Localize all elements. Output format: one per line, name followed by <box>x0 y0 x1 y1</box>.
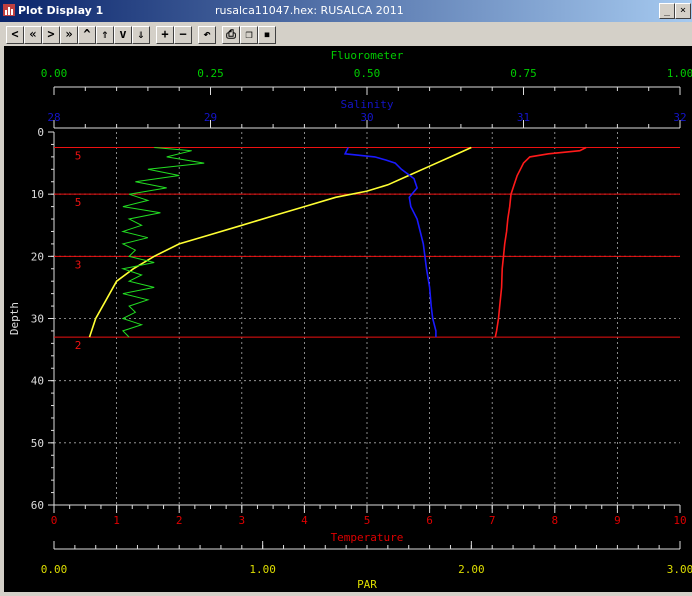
bottle-label: 3 <box>75 258 82 271</box>
temperature-tick-label: 9 <box>614 514 621 527</box>
scroll-right-button[interactable]: > <box>42 26 60 44</box>
par-tick-label: 3.00 <box>667 563 692 576</box>
fluorometer-tick-label: 0.75 <box>510 67 537 80</box>
temperature-axis-label: Temperature <box>331 531 404 544</box>
temperature-tick-label: 10 <box>673 514 686 527</box>
undo-button[interactable]: ↶ <box>198 26 216 44</box>
zoom-out-button[interactable]: − <box>174 26 192 44</box>
temperature-tick-label: 2 <box>176 514 183 527</box>
par-tick-label: 0.00 <box>41 563 68 576</box>
minimize-button[interactable]: _ <box>659 3 675 19</box>
salinity-tick-label: 30 <box>360 111 373 124</box>
fluorometer-tick-label: 0.25 <box>197 67 224 80</box>
salinity-tick-label: 31 <box>517 111 530 124</box>
fluorometer-tick-label: 0.50 <box>354 67 381 80</box>
y-tick-label: 40 <box>31 375 44 388</box>
window-title: Plot Display 1 <box>18 4 104 17</box>
y-tick-label: 50 <box>31 437 44 450</box>
par-axis-label: PAR <box>357 578 377 591</box>
y-axis-label: Depth <box>8 302 21 335</box>
scroll-left-button[interactable]: < <box>6 26 24 44</box>
salinity-tick-label: 29 <box>204 111 217 124</box>
close-button[interactable]: × <box>675 3 691 19</box>
zoom-in-button[interactable]: + <box>156 26 174 44</box>
temperature-tick-label: 0 <box>51 514 58 527</box>
temperature-tick-label: 4 <box>301 514 308 527</box>
fluorometer-profile-line <box>120 147 205 338</box>
scroll-far-up-button[interactable]: ⇑ <box>96 26 114 44</box>
par-tick-label: 2.00 <box>458 563 485 576</box>
scroll-up-button[interactable]: ^ <box>78 26 96 44</box>
temperature-tick-label: 7 <box>489 514 496 527</box>
salinity-tick-label: 32 <box>673 111 686 124</box>
app-icon <box>3 4 15 16</box>
title-bar[interactable]: Plot Display 1 rusalca11047.hex: RUSALCA… <box>0 0 692 22</box>
plot-area: 0 10 20 30 40 50 60 Depth 0.00 0.25 0.50 0.75 1.00 Fl… <box>4 46 692 592</box>
salinity-profile-line <box>343 147 437 338</box>
file-title: rusalca11047.hex: RUSALCA 2011 <box>215 4 404 17</box>
fluorometer-tick-label: 0.00 <box>41 67 68 80</box>
temperature-tick-label: 8 <box>551 514 558 527</box>
y-tick-label: 60 <box>31 499 44 512</box>
bottle-label: 2 <box>75 339 82 352</box>
print-icon-button[interactable]: ⎙ <box>222 26 240 44</box>
salinity-tick-label: 28 <box>47 111 60 124</box>
temperature-tick-label: 1 <box>113 514 120 527</box>
y-tick-label: 30 <box>31 313 44 326</box>
bottle-label: 5 <box>75 150 82 163</box>
save-icon-button[interactable]: ▪ <box>258 26 276 44</box>
toolbar: < «>» ^ ⇑ v ⇓ + − ↶ ⎙ ❐ ▪ <box>0 22 692 46</box>
scroll-far-down-button[interactable]: ⇓ <box>132 26 150 44</box>
y-tick-label: 10 <box>31 188 44 201</box>
scroll-down-button[interactable]: v <box>114 26 132 44</box>
scroll-far-right-button[interactable]: » <box>60 26 78 44</box>
fluorometer-tick-label: 1.00 <box>667 67 692 80</box>
temperature-tick-label: 6 <box>426 514 433 527</box>
y-tick-label: 20 <box>31 250 44 263</box>
temperature-tick-label: 5 <box>364 514 371 527</box>
salinity-axis-label: Salinity <box>341 98 394 111</box>
par-tick-label: 1.00 <box>249 563 276 576</box>
scroll-far-left-button[interactable]: « <box>24 26 42 44</box>
y-tick-label: 0 <box>37 126 44 139</box>
copy-icon-button[interactable]: ❐ <box>240 26 258 44</box>
temperature-tick-label: 3 <box>238 514 245 527</box>
par-profile-line <box>88 146 472 338</box>
fluorometer-axis-label: Fluorometer <box>331 49 404 62</box>
bottle-label: 5 <box>75 196 82 209</box>
temperature-profile-line <box>494 146 587 338</box>
